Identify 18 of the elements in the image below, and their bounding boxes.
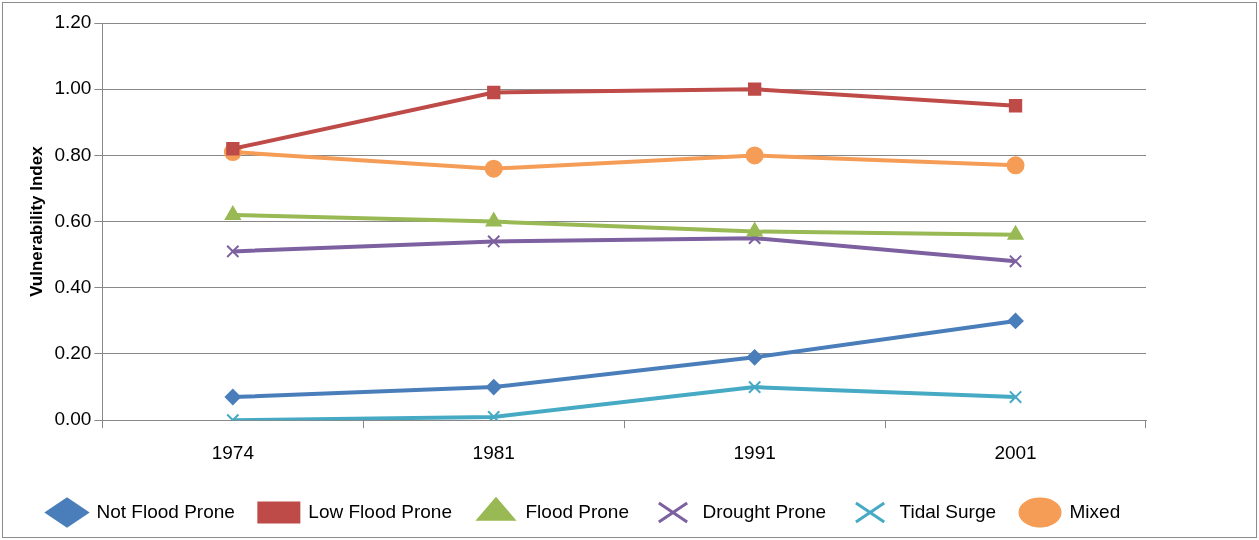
y-tick-label: 1.00 [54,77,92,99]
legend-label: Low Flood Prone [308,500,453,522]
x-tick-label: 2001 [994,441,1037,463]
legend-label: Drought Prone [702,500,827,522]
legend-label: Not Flood Prone [96,500,235,522]
y-tick-label: 0.20 [54,342,92,364]
legend-label: Tidal Surge [899,500,997,522]
y-tick-label: 0.60 [54,209,92,231]
y-tick-label: 0.40 [54,276,92,298]
y-tick-label: 0.80 [54,143,92,165]
y-tick-label: 1.20 [54,11,92,33]
x-tick-label: 1981 [472,441,515,463]
legend-label: Mixed [1069,500,1121,522]
x-tick-label: 1974 [211,441,255,463]
x-tick-label: 1991 [733,441,776,463]
y-tick-label: 0.00 [54,408,92,430]
legend-label: Flood Prone [525,500,630,522]
y-axis-title: Vulnerability Index [26,145,46,297]
